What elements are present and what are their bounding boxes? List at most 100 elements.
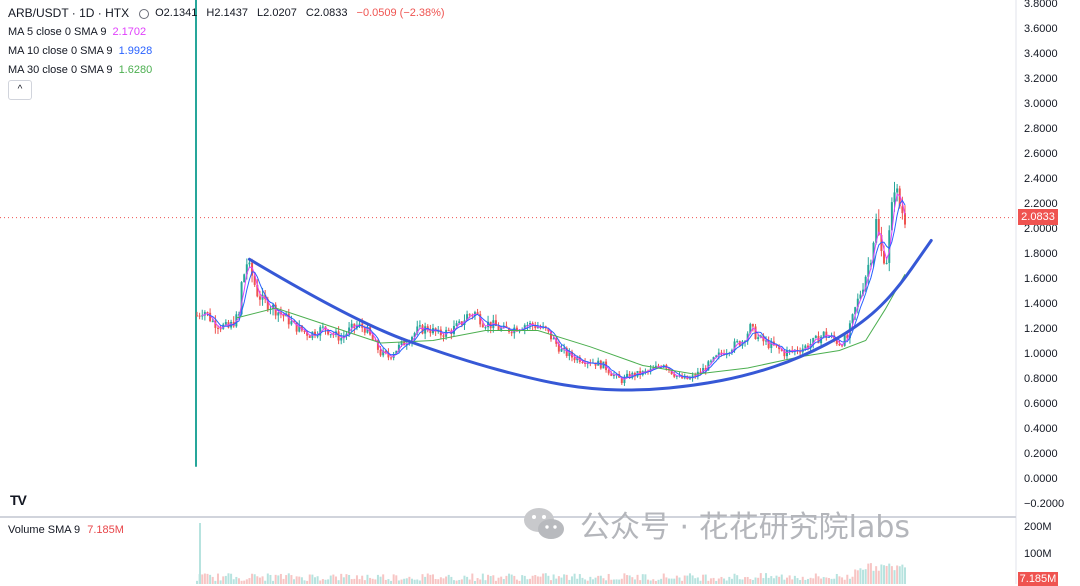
candle-body	[602, 361, 605, 369]
volume-bar	[770, 576, 773, 584]
volume-bar	[841, 577, 844, 584]
volume-bar	[568, 579, 571, 584]
ma5-legend[interactable]: MA 5 close 0 SMA 9 2.1702	[8, 23, 445, 42]
volume-bar	[733, 573, 736, 584]
candle-body	[300, 325, 303, 331]
candle-body	[248, 262, 251, 265]
volume-bar	[476, 578, 479, 584]
volume-bar	[390, 580, 393, 584]
volume-bar	[730, 578, 733, 584]
symbol-title[interactable]: ARB/USDT · 1D · HTX	[8, 6, 130, 20]
ma30-value: 1.6280	[118, 64, 153, 76]
candle-body	[421, 325, 424, 334]
volume-bar	[219, 580, 222, 584]
volume-tag: 7.185M	[1018, 572, 1058, 586]
volume-bar	[762, 578, 765, 584]
volume-bar	[361, 575, 364, 584]
volume-bar	[363, 580, 366, 584]
volume-bar	[825, 577, 828, 584]
price-tick-label: 0.6000	[1024, 398, 1058, 410]
volume-bar	[405, 578, 408, 584]
candle-body	[877, 218, 880, 235]
price-tick-label: 0.4000	[1024, 423, 1058, 435]
collapse-legend-button[interactable]: ^	[8, 80, 32, 100]
candle-body	[319, 327, 322, 336]
candle-body	[786, 350, 788, 357]
candle-body	[675, 375, 678, 377]
volume-bar	[793, 575, 796, 584]
volume-bar	[534, 575, 537, 584]
volume-bar	[786, 577, 788, 584]
volume-bar	[904, 567, 906, 584]
candle-body	[308, 335, 311, 338]
volume-bar	[854, 569, 857, 584]
volume-bar	[757, 577, 760, 584]
volume-bar	[626, 575, 629, 584]
price-tick-label: 2.2000	[1024, 198, 1058, 210]
volume-value: 7.185M	[87, 524, 124, 536]
candle-body	[476, 312, 479, 315]
volume-bar	[282, 578, 285, 584]
volume-bar	[258, 577, 261, 584]
volume-bar	[709, 578, 712, 584]
candle-body	[371, 334, 374, 341]
ma10-label: MA 10 close 0 SMA 9	[8, 45, 113, 57]
candle-body	[623, 377, 626, 384]
candle-body	[607, 370, 610, 374]
tradingview-logo[interactable]: TV	[10, 492, 27, 508]
volume-bar	[804, 579, 807, 584]
candle-body	[479, 314, 482, 325]
volume-bar	[720, 576, 723, 584]
candle-body	[340, 338, 343, 341]
price-tick-label: 0.2000	[1024, 448, 1058, 460]
ma10-legend[interactable]: MA 10 close 0 SMA 9 1.9928	[8, 42, 445, 61]
volume-bar	[366, 574, 369, 584]
volume-bar	[421, 574, 424, 584]
volume-bar	[447, 574, 450, 584]
candle-body	[468, 314, 471, 316]
candle-body	[568, 351, 571, 356]
candle-body	[534, 325, 537, 329]
volume-bar	[308, 574, 311, 584]
candle-body	[890, 202, 893, 231]
volume-bar	[723, 578, 726, 584]
volume-bar	[203, 573, 206, 584]
candle-body	[563, 347, 566, 349]
volume-bar	[817, 576, 820, 584]
visibility-eye-icon[interactable]	[139, 8, 150, 19]
volume-bar	[647, 579, 650, 584]
volume-bar	[736, 575, 739, 584]
candle-body	[581, 362, 584, 364]
candle-body	[536, 327, 539, 329]
candle-body	[321, 326, 324, 328]
volume-bar	[240, 580, 243, 584]
volume-bar	[801, 576, 804, 584]
volume-bar	[290, 575, 293, 584]
candle-body	[245, 264, 248, 275]
volume-bar	[489, 576, 492, 584]
candle-body	[901, 206, 904, 214]
candle-body	[835, 339, 838, 344]
candle-body	[413, 333, 416, 338]
volume-bar	[898, 566, 901, 584]
watermark: 公众号 · 花花研究院labs	[522, 502, 910, 546]
volume-bar	[230, 573, 233, 584]
volume-bar	[864, 569, 867, 584]
cup-trendline	[247, 239, 933, 392]
volume-legend[interactable]: Volume SMA 9 7.185M	[8, 524, 124, 536]
volume-tick-label: 200M	[1024, 521, 1052, 533]
volume-bar	[227, 573, 230, 584]
volume-bar	[319, 580, 322, 584]
wechat-icon	[522, 504, 566, 544]
volume-bar	[599, 575, 602, 584]
ma30-line	[236, 274, 906, 375]
volume-bar	[660, 578, 663, 584]
volume-bar	[754, 577, 757, 584]
ma30-legend[interactable]: MA 30 close 0 SMA 9 1.6280	[8, 61, 445, 80]
volume-bar	[473, 580, 476, 584]
price-axis: 3.8000 3.6000 3.4000 3.2000 3.0000 2.8000 2.60…	[1024, 0, 1064, 560]
volume-bar	[300, 577, 303, 584]
volume-bar	[327, 579, 330, 584]
volume-bar	[775, 575, 778, 584]
